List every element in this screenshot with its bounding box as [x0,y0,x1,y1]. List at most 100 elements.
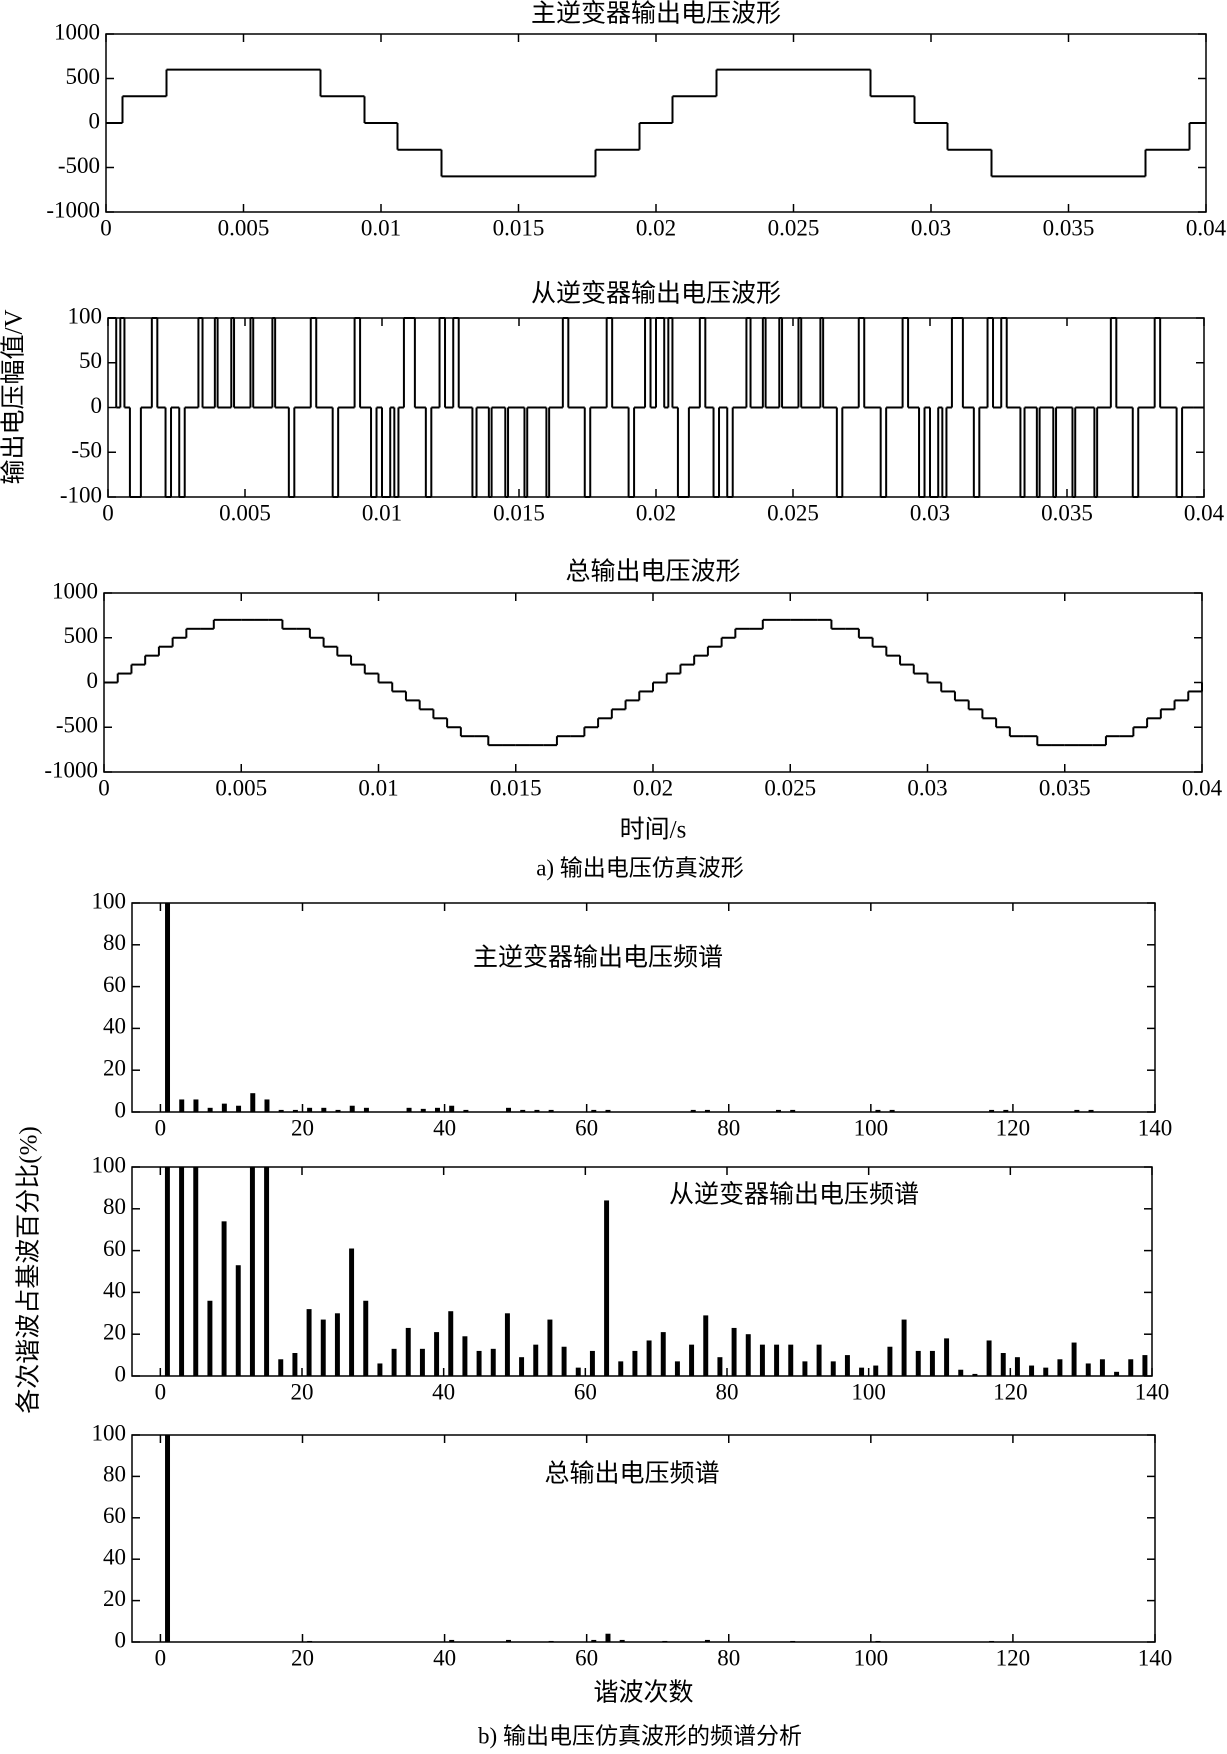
bar [646,1340,652,1376]
y-tick-label: 20 [103,1319,126,1344]
bar [889,1109,895,1112]
bar [490,1348,496,1376]
bar [278,1109,284,1112]
x-tick-label: 60 [575,1115,598,1140]
x-tick-label: 0 [155,1379,167,1404]
bar [619,1639,625,1642]
bar [689,1344,695,1376]
x-tick-label: 20 [291,1115,314,1140]
y-tick-label: 0 [115,1361,127,1386]
x-tick-label: 0.025 [768,215,820,240]
x-tick-label: 0.03 [910,500,950,525]
plot-frame [131,1434,1156,1643]
bar [278,1359,284,1376]
bar [165,1435,171,1642]
bar [504,1313,510,1376]
chart-title: 主逆变器输出电压波形 [531,0,781,28]
bar [944,1338,950,1376]
y-tick-label: 40 [103,1278,126,1303]
x-tick-label: 0.025 [764,775,816,800]
y-tick-label: 80 [103,1462,126,1487]
bar [547,1319,553,1376]
bar [534,1109,540,1112]
bar [292,1353,298,1376]
x-tick-label: 0.015 [493,215,545,240]
bar [660,1332,666,1376]
bar [1071,1342,1077,1376]
bar [790,1109,796,1112]
bar [307,1107,313,1112]
y-tick-label: 40 [103,1544,126,1569]
bar [1000,1353,1006,1376]
x-tick-label: 0.005 [215,775,267,800]
y-tick-label: 60 [103,1503,126,1528]
bar [561,1346,567,1376]
y-tick-label: 1000 [54,19,100,44]
x-tick-label: 60 [575,1645,598,1670]
bar [448,1311,454,1376]
bar [605,1633,611,1642]
bar [193,1167,199,1376]
x-tick-label: 0.015 [493,500,545,525]
bar [236,1105,242,1112]
x-axis-label: 时间/s [620,816,687,844]
bar [249,1167,255,1376]
bar [731,1327,737,1376]
bar [164,1167,170,1376]
bar [759,1344,765,1376]
bar [816,1344,822,1376]
y-tick-label: 0 [115,1627,127,1652]
bar [1088,1109,1094,1112]
bar [548,1640,554,1642]
bar [790,1640,796,1642]
x-tick-label: 60 [574,1379,597,1404]
y-tick-label: -50 [71,438,102,463]
x-tick-label: 0 [98,775,110,800]
x-tick-label: 0.02 [636,215,676,240]
bar [207,1107,213,1112]
bar [434,1332,440,1376]
x-tick-label: 120 [996,1115,1031,1140]
y-tick-label: 60 [103,972,126,997]
bar [788,1344,794,1376]
bar [307,1640,313,1642]
bar [463,1109,469,1112]
bar [349,1105,355,1112]
bar [745,1334,751,1376]
bar [618,1361,624,1376]
bar [873,1365,879,1376]
bar [179,1099,185,1112]
x-tick-label: 0.025 [767,500,819,525]
bar [449,1639,455,1642]
bar [1074,1109,1080,1112]
bar [1014,1357,1020,1376]
bar [419,1348,425,1376]
x-tick-label: 100 [854,1645,889,1670]
bar [1085,1363,1091,1376]
x-tick-label: 0.04 [1182,775,1223,800]
x-tick-label: 0.04 [1184,500,1225,525]
x-tick-label: 80 [717,1115,740,1140]
x-tick-label: 0.03 [907,775,947,800]
y-tick-label: 0 [91,393,103,418]
y-tick-label: 0 [115,1097,127,1122]
bar [548,1109,554,1112]
bar [334,1313,340,1376]
x-tick-label: 0 [100,215,112,240]
plot-frame [131,902,1156,1113]
bar [519,1357,525,1376]
bar [875,1109,881,1112]
y-tick-label: 0 [87,668,99,693]
bar [506,1639,512,1642]
bar [434,1107,440,1112]
bar [462,1336,468,1376]
x-tick-label: 40 [433,1115,456,1140]
bar [775,1109,781,1112]
y-tick-label: 100 [92,888,127,913]
bar [632,1350,638,1376]
bar [235,1265,241,1376]
x-tick-label: 120 [996,1645,1031,1670]
bar [972,1373,978,1376]
x-tick-label: 40 [433,1645,456,1670]
